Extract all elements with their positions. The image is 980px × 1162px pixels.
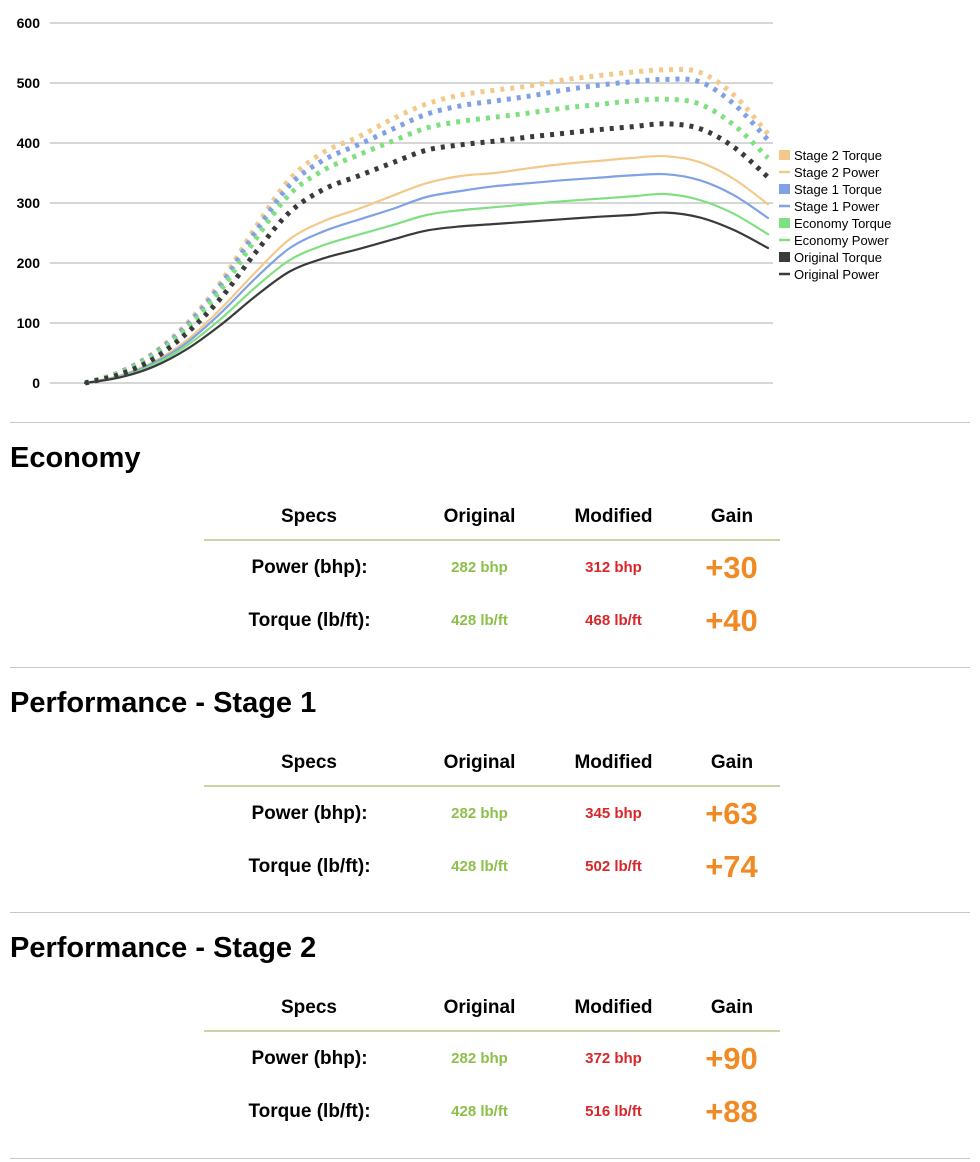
legend-swatch-original-torque — [779, 252, 790, 262]
legend-label-economy-torque: Economy Torque — [794, 216, 891, 231]
stage1-section: Performance - Stage 1 Specs Original Mod… — [0, 667, 980, 912]
modified-value: 372 bhp — [585, 1050, 642, 1067]
y-tick-label: 200 — [17, 255, 41, 271]
economy-section: Economy Specs Original Modified Gain Pow… — [0, 422, 980, 667]
original-value: 282 bhp — [451, 559, 508, 576]
y-tick-label: 600 — [17, 15, 41, 31]
original-value: 428 lb/ft — [451, 1103, 508, 1120]
table-header-row: Specs Original Modified Gain — [204, 741, 780, 787]
modified-value: 516 lb/ft — [585, 1103, 642, 1120]
series-line-stage-2-power — [83, 154, 770, 385]
power-torque-chart: 0 100 200 300 400 500 600 Stage 2 Torque Stage … — [0, 0, 980, 410]
table-row: Power (bhp): 282 bhp 345 bhp +63 — [204, 786, 780, 840]
series-line-stage-1-torque — [84, 76, 770, 386]
legend-label-original-power: Original Power — [794, 267, 880, 282]
series-line-stage-1-power — [83, 172, 770, 385]
header-original: Original — [415, 741, 545, 787]
section-title: Performance - Stage 1 — [10, 687, 317, 719]
row-label: Power (bhp): — [251, 1047, 368, 1069]
original-value: 282 bhp — [451, 1050, 508, 1067]
gain-value: +30 — [705, 549, 758, 585]
modified-value: 312 bhp — [585, 559, 642, 576]
y-tick-label: 100 — [17, 315, 41, 331]
section-divider — [10, 1158, 970, 1159]
section-divider — [10, 912, 970, 913]
chart-legend: Stage 2 Torque Stage 2 Power Stage 1 Torqu… — [779, 148, 891, 282]
table-row: Power (bhp): 282 bhp 372 bhp +90 — [204, 1031, 780, 1085]
series-line-stage-2-torque — [84, 66, 770, 386]
legend-label-original-torque: Original Torque — [794, 250, 882, 265]
gain-value: +74 — [705, 848, 758, 884]
chart-gridlines — [50, 22, 773, 384]
header-specs: Specs — [204, 495, 416, 541]
row-label: Power (bhp): — [251, 556, 368, 578]
gain-value: +40 — [705, 602, 758, 638]
gain-value: +63 — [705, 795, 758, 831]
table-row: Power (bhp): 282 bhp 312 bhp +30 — [204, 540, 780, 594]
series-line-original-power — [83, 211, 770, 385]
gain-value: +88 — [705, 1093, 758, 1129]
y-axis-tick-labels: 0 100 200 300 400 500 600 — [17, 15, 41, 391]
legend-swatch-stage-2-torque — [779, 150, 790, 160]
modified-value: 468 lb/ft — [585, 612, 642, 629]
y-tick-label: 500 — [17, 75, 41, 91]
section-divider — [10, 422, 970, 423]
header-original: Original — [415, 986, 545, 1032]
header-gain: Gain — [683, 986, 780, 1032]
section-title: Economy — [10, 442, 141, 474]
legend-label-stage-1-power: Stage 1 Power — [794, 199, 880, 214]
spec-table: Specs Original Modified Gain Power (bhp)… — [204, 986, 780, 1138]
legend-label-stage-2-power: Stage 2 Power — [794, 165, 880, 180]
spec-table: Specs Original Modified Gain Power (bhp)… — [204, 495, 780, 647]
original-value: 428 lb/ft — [451, 858, 508, 875]
original-value: 428 lb/ft — [451, 612, 508, 629]
modified-value: 345 bhp — [585, 805, 642, 822]
row-label: Torque (lb/ft): — [248, 855, 371, 877]
y-tick-label: 0 — [32, 375, 40, 391]
legend-swatch-economy-torque — [779, 218, 790, 228]
table-row: Torque (lb/ft): 428 lb/ft 468 lb/ft +40 — [204, 594, 780, 647]
header-original: Original — [415, 495, 545, 541]
header-gain: Gain — [683, 495, 780, 541]
header-gain: Gain — [683, 741, 780, 787]
stage2-section: Performance - Stage 2 Specs Original Mod… — [0, 912, 980, 1157]
modified-value: 502 lb/ft — [585, 858, 642, 875]
table-header-row: Specs Original Modified Gain — [204, 495, 780, 541]
gain-value: +90 — [705, 1040, 758, 1076]
legend-label-economy-power: Economy Power — [794, 233, 889, 248]
header-modified: Modified — [544, 495, 684, 541]
header-specs: Specs — [204, 741, 416, 787]
table-header-row: Specs Original Modified Gain — [204, 986, 780, 1032]
y-tick-label: 300 — [17, 195, 41, 211]
row-label: Power (bhp): — [251, 802, 368, 824]
row-label: Torque (lb/ft): — [248, 1100, 371, 1122]
legend-label-stage-1-torque: Stage 1 Torque — [794, 182, 882, 197]
legend-label-stage-2-torque: Stage 2 Torque — [794, 148, 882, 163]
series-line-economy-torque — [84, 96, 770, 386]
y-tick-label: 400 — [17, 135, 41, 151]
table-row: Torque (lb/ft): 428 lb/ft 516 lb/ft +88 — [204, 1085, 780, 1138]
header-specs: Specs — [204, 986, 416, 1032]
original-value: 282 bhp — [451, 805, 508, 822]
table-row: Torque (lb/ft): 428 lb/ft 502 lb/ft +74 — [204, 840, 780, 893]
section-divider — [10, 667, 970, 668]
section-title: Performance - Stage 2 — [10, 932, 317, 964]
legend-swatch-stage-1-torque — [779, 184, 790, 194]
row-label: Torque (lb/ft): — [248, 609, 371, 631]
series-line-economy-power — [83, 192, 770, 385]
chart-series — [83, 66, 770, 386]
spec-table: Specs Original Modified Gain Power (bhp)… — [204, 741, 780, 893]
header-modified: Modified — [544, 986, 684, 1032]
header-modified: Modified — [544, 741, 684, 787]
